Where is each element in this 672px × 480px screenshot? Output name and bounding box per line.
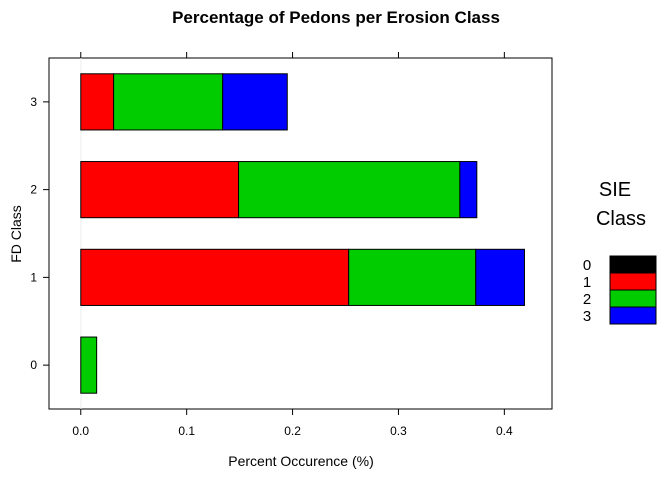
x-axis-ticks: 0.0 0.1 0.2 0.3 0.4 bbox=[72, 52, 513, 438]
bar-fd0-sie2 bbox=[80, 336, 98, 394]
y-tick-label: 0 bbox=[30, 358, 37, 372]
bar-fd1-sie3 bbox=[475, 248, 525, 306]
x-tick-label: 0.1 bbox=[178, 424, 195, 438]
legend-label-1: 1 bbox=[583, 274, 591, 291]
bars-layer bbox=[80, 73, 525, 394]
bar-fd2-sie2 bbox=[238, 161, 461, 219]
y-tick-label: 1 bbox=[30, 270, 37, 284]
y-tick-label: 3 bbox=[30, 95, 37, 109]
x-tick-label: 0.3 bbox=[390, 424, 407, 438]
chart-title: Percentage of Pedons per Erosion Class bbox=[172, 8, 500, 27]
legend-swatch-1 bbox=[609, 272, 657, 291]
legend-label-0: 0 bbox=[583, 257, 591, 274]
bar-fd2-sie3 bbox=[459, 161, 478, 219]
plot-area-frame bbox=[48, 57, 553, 410]
bar-fd3-sie2 bbox=[113, 73, 224, 131]
bar-fd3-sie1 bbox=[80, 73, 115, 131]
legend-swatch-0 bbox=[609, 255, 657, 274]
legend-title-line1: SIE bbox=[599, 179, 631, 201]
x-axis-label: Percent Occurence (%) bbox=[228, 453, 374, 469]
bar-fd1-sie1 bbox=[80, 248, 350, 306]
legend-swatch-3 bbox=[609, 306, 657, 325]
bar-fd1-sie2 bbox=[348, 248, 477, 306]
x-tick-label: 0.0 bbox=[72, 424, 89, 438]
legend-label-2: 2 bbox=[583, 291, 591, 308]
legend-label-3: 3 bbox=[583, 308, 591, 325]
y-tick-label: 2 bbox=[30, 183, 37, 197]
x-tick-label: 0.4 bbox=[496, 424, 513, 438]
x-tick-label: 0.2 bbox=[284, 424, 301, 438]
y-axis-label: FD Class bbox=[8, 205, 24, 263]
legend-swatch-2 bbox=[609, 289, 657, 308]
bar-fd3-sie3 bbox=[222, 73, 288, 131]
legend-title-line2: Class bbox=[596, 208, 646, 230]
bar-fd2-sie1 bbox=[80, 161, 240, 219]
y-axis-ticks: 0 1 2 3 bbox=[30, 95, 49, 372]
